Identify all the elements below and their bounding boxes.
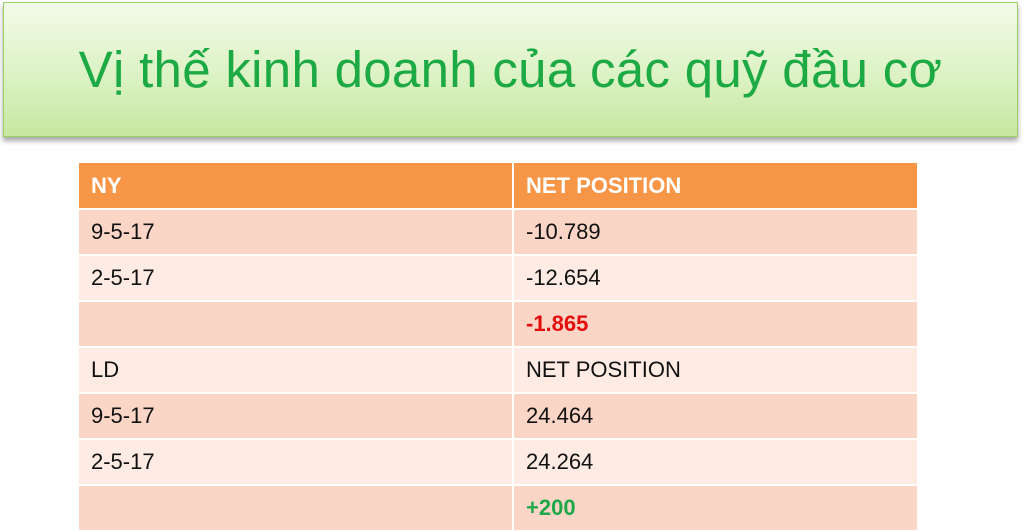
table-row: 9-5-17 24.464	[79, 393, 917, 440]
net-position-table: NY NET POSITION 9-5-17 -10.789 2-5-17 -1…	[79, 163, 917, 532]
change-value-cell: -1.865	[513, 301, 917, 348]
empty-cell	[79, 301, 514, 348]
title-banner: Vị thế kinh doanh của các quỹ đầu cơ	[3, 2, 1018, 137]
table-row: LD NET POSITION	[79, 347, 917, 394]
table-row: +200	[79, 485, 917, 532]
change-value-cell: +200	[513, 485, 917, 532]
header-cell-net-position: NET POSITION	[513, 163, 917, 210]
value-cell: -10.789	[513, 209, 917, 256]
header-cell-market: NY	[79, 163, 514, 210]
date-cell: 2-5-17	[79, 255, 514, 302]
value-cell: 24.464	[513, 393, 917, 440]
date-cell: 2-5-17	[79, 439, 514, 486]
date-cell: 9-5-17	[79, 209, 514, 256]
market-label-cell: LD	[79, 347, 514, 394]
table-row: 2-5-17 -12.654	[79, 255, 917, 302]
table-header-row: NY NET POSITION	[79, 163, 917, 210]
value-cell: 24.264	[513, 439, 917, 486]
page-title: Vị thế kinh doanh của các quỹ đầu cơ	[78, 41, 943, 98]
value-cell: -12.654	[513, 255, 917, 302]
table-row: -1.865	[79, 301, 917, 348]
empty-cell	[79, 485, 514, 532]
table-row: 2-5-17 24.264	[79, 439, 917, 486]
column-label-cell: NET POSITION	[513, 347, 917, 394]
date-cell: 9-5-17	[79, 393, 514, 440]
table-row: 9-5-17 -10.789	[79, 209, 917, 256]
